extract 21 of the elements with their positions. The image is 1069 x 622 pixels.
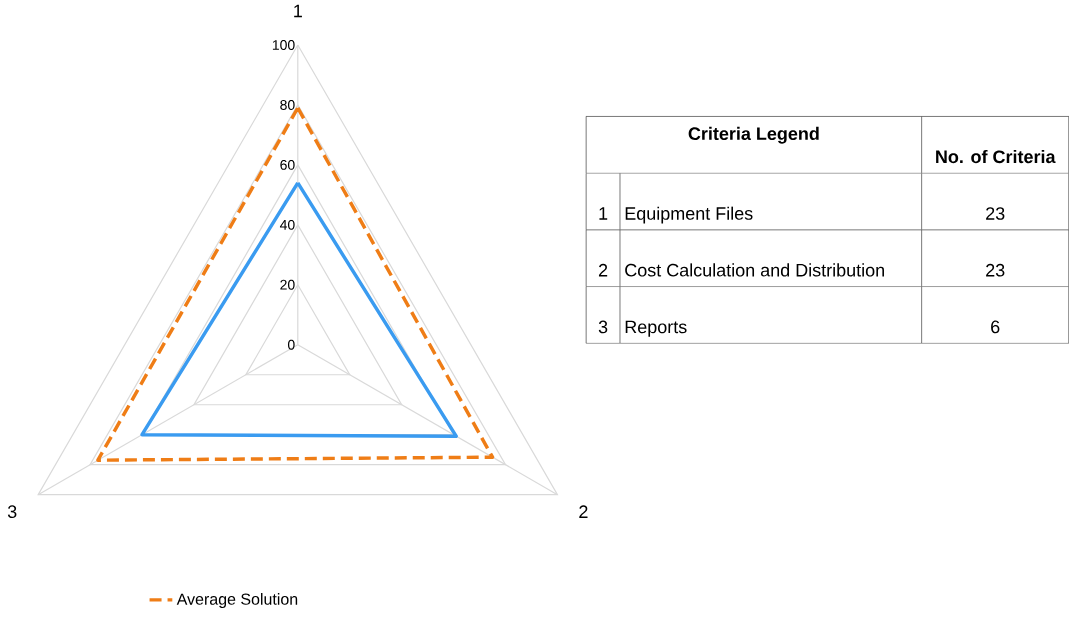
y-tick-label: 0 [287,340,295,350]
data-label: 23 [986,264,1005,277]
legend-label: Average Solution [176,593,298,609]
y-tick-label: 100 [272,40,295,51]
category-label: Cost Calculation and Distribution [625,263,884,277]
text: 1 [599,207,608,220]
spoke-label: 2 [579,505,588,519]
text: 2 [598,264,608,277]
y-tick-label: 80 [280,100,295,111]
category-label: Reports [625,320,687,338]
y-tick-label: 60 [280,160,295,171]
text: Criteria Legend [688,127,819,144]
data-label: 6 [991,320,1000,334]
text: No. of Criteria [936,150,1056,164]
y-tick-label: 20 [280,280,295,290]
spoke-label: 1 [294,5,302,18]
spoke-label: 3 [7,505,17,519]
y-tick-label: 40 [279,220,295,231]
category-label: Equipment Files [625,206,753,224]
data-label: 23 [986,207,1005,221]
text: 3 [598,320,608,334]
